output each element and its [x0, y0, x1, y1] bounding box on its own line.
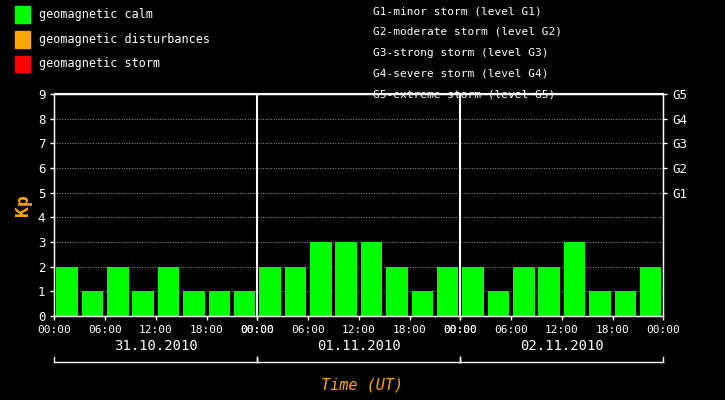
- Text: 02.11.2010: 02.11.2010: [520, 339, 604, 353]
- Bar: [285, 267, 306, 316]
- Bar: [336, 242, 357, 316]
- Bar: [412, 291, 433, 316]
- Bar: [82, 291, 103, 316]
- Bar: [57, 267, 78, 316]
- Bar: [437, 267, 458, 316]
- Bar: [260, 267, 281, 316]
- Bar: [513, 267, 534, 316]
- Text: G3-strong storm (level G3): G3-strong storm (level G3): [373, 48, 549, 58]
- Text: 01.11.2010: 01.11.2010: [317, 339, 401, 353]
- Text: geomagnetic storm: geomagnetic storm: [39, 58, 160, 70]
- Bar: [234, 291, 255, 316]
- Text: G1-minor storm (level G1): G1-minor storm (level G1): [373, 6, 542, 16]
- Text: G2-moderate storm (level G2): G2-moderate storm (level G2): [373, 27, 563, 37]
- Text: G4-severe storm (level G4): G4-severe storm (level G4): [373, 68, 549, 78]
- Bar: [310, 242, 331, 316]
- Bar: [463, 267, 484, 316]
- Bar: [386, 267, 407, 316]
- Y-axis label: Kp: Kp: [14, 194, 33, 216]
- Bar: [589, 291, 610, 316]
- Bar: [361, 242, 382, 316]
- Text: geomagnetic calm: geomagnetic calm: [39, 8, 153, 21]
- Bar: [564, 242, 585, 316]
- Bar: [539, 267, 560, 316]
- Bar: [488, 291, 509, 316]
- Text: 31.10.2010: 31.10.2010: [114, 339, 198, 353]
- Bar: [640, 267, 661, 316]
- Text: Time (UT): Time (UT): [321, 378, 404, 393]
- Bar: [209, 291, 230, 316]
- Bar: [615, 291, 636, 316]
- Text: geomagnetic disturbances: geomagnetic disturbances: [39, 33, 210, 46]
- Bar: [133, 291, 154, 316]
- Bar: [107, 267, 128, 316]
- Bar: [158, 267, 179, 316]
- Text: G5-extreme storm (level G5): G5-extreme storm (level G5): [373, 89, 555, 99]
- Bar: [183, 291, 204, 316]
